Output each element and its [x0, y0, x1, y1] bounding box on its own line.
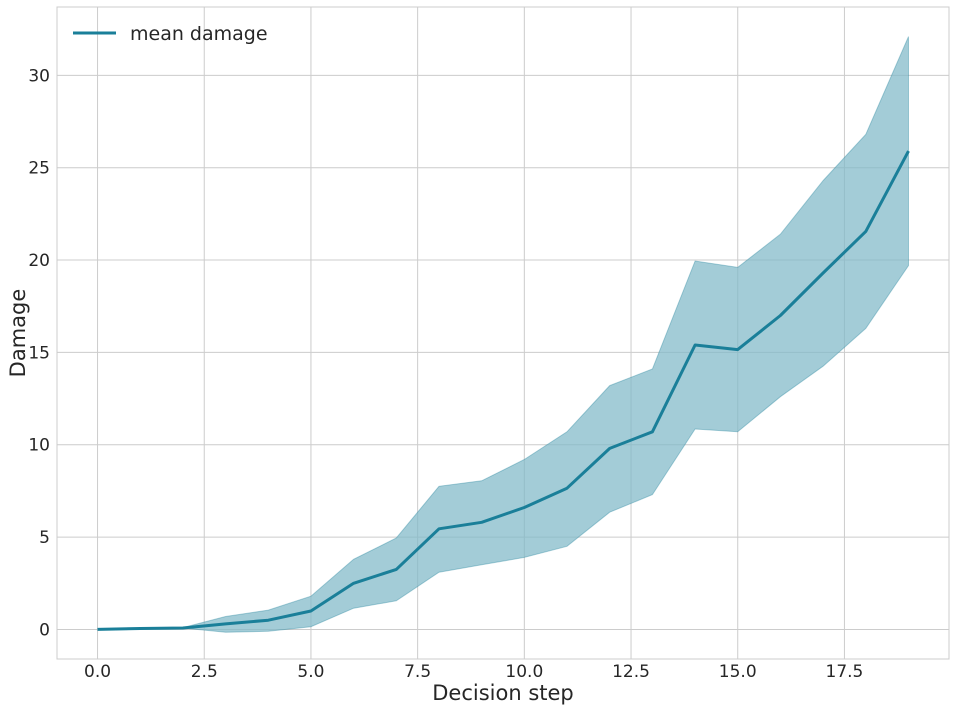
x-tick-label: 5.0 [297, 662, 324, 682]
y-axis-ticks: 0 5 10 15 20 25 30 [28, 66, 50, 640]
x-tick-label: 10.0 [505, 662, 543, 682]
y-tick-label: 0 [39, 620, 50, 640]
x-tick-label: 2.5 [191, 662, 218, 682]
y-tick-label: 20 [28, 251, 50, 271]
plot-frame [56, 6, 950, 660]
x-tick-label: 12.5 [612, 662, 650, 682]
x-tick-label: 15.0 [719, 662, 757, 682]
x-axis-label: Decision step [432, 681, 574, 705]
x-axis-ticks: 0.0 2.5 5.0 7.5 10.0 12.5 15.0 17.5 [84, 662, 863, 682]
legend: mean damage [73, 23, 268, 45]
legend-label: mean damage [130, 23, 268, 45]
y-axis-label: Damage [6, 289, 30, 378]
y-tick-label: 15 [28, 343, 50, 363]
x-tick-label: 7.5 [404, 662, 431, 682]
y-tick-label: 5 [39, 528, 50, 548]
mean-damage-line [97, 150, 910, 631]
y-tick-label: 25 [28, 159, 50, 179]
x-tick-label: 17.5 [826, 662, 864, 682]
y-tick-label: 10 [28, 436, 50, 456]
x-tick-label: 0.0 [84, 662, 111, 682]
y-tick-label: 30 [28, 66, 50, 86]
damage-range-band [97, 36, 909, 633]
